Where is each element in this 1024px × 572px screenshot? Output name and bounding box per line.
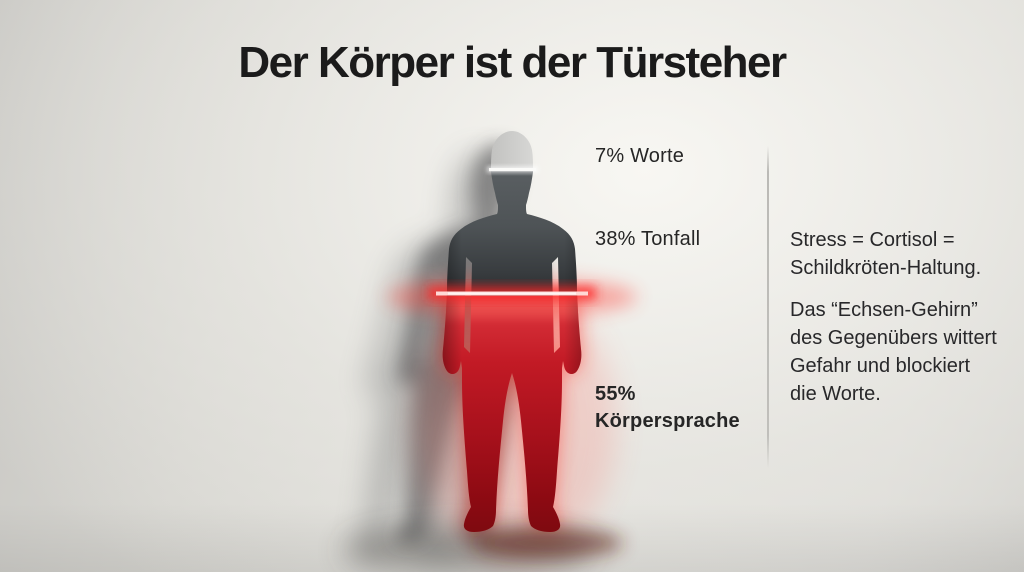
note-line: Schildkröten-Haltung. [790,257,982,279]
floor-red-blob [473,528,623,558]
page-title: Der Körper ist der Türsteher [238,38,787,87]
side-note-paragraph-2: Das “Echsen-Gehirn” des Gegenübers witte… [790,296,1010,408]
note-line: Das “Echsen-Gehirn” [790,299,978,321]
note-line: Gefahr und blockiert [790,355,971,377]
red-line-hot [448,292,576,295]
label-55-koerpersprache: 55% Körpersprache [595,381,740,435]
side-note: Stress = Cortisol = Schildkröten-Haltung… [790,226,1010,422]
label-38-tonfall: 38% Tonfall [595,228,701,250]
segment-words-cap [442,131,582,170]
side-note-paragraph-1: Stress = Cortisol = Schildkröten-Haltung… [790,226,1010,282]
label-55-word: Körpersprache [595,410,740,432]
note-line: des Gegenübers wittert [790,327,997,349]
note-line: Stress = Cortisol = [790,229,955,251]
vertical-divider [767,146,769,468]
cap-line [489,168,536,172]
label-55-percent: 55% [595,383,636,405]
label-7-worte: 7% Worte [595,145,685,167]
note-line: die Worte. [790,383,881,405]
